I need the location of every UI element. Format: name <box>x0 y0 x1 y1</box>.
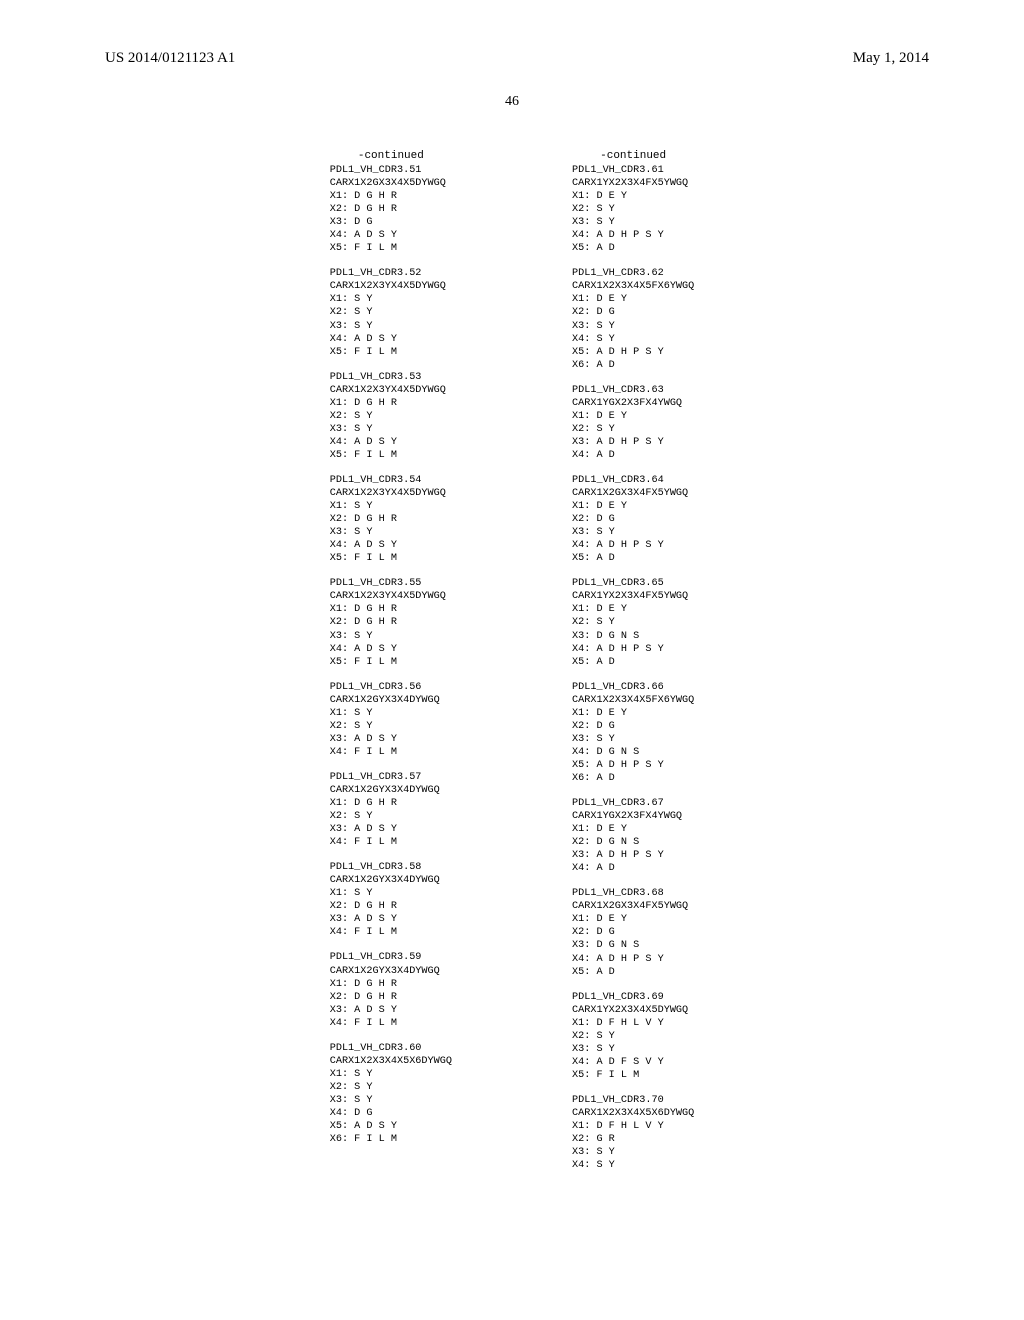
sequence-block: PDL1_VH_CDR3.52 CARX1X2X3YX4X5DYWGQ X1: … <box>330 267 452 358</box>
sequence-block: PDL1_VH_CDR3.53 CARX1X2X3YX4X5DYWGQ X1: … <box>330 371 452 462</box>
sequence-block: PDL1_VH_CDR3.58 CARX1X2GYX3X4DYWGQ X1: S… <box>330 861 452 939</box>
sequence-block: PDL1_VH_CDR3.66 CARX1X2X3X4X5FX6YWGQ X1:… <box>572 681 694 785</box>
sequence-block: PDL1_VH_CDR3.51 CARX1X2GX3X4X5DYWGQ X1: … <box>330 164 452 255</box>
sequence-block: PDL1_VH_CDR3.64 CARX1X2GX3X4FX5YWGQ X1: … <box>572 474 694 565</box>
sequence-block: PDL1_VH_CDR3.68 CARX1X2GX3X4FX5YWGQ X1: … <box>572 887 694 978</box>
sequence-block: PDL1_VH_CDR3.60 CARX1X2X3X4X5X6DYWGQ X1:… <box>330 1042 452 1146</box>
sequence-block: PDL1_VH_CDR3.67 CARX1YGX2X3FX4YWGQ X1: D… <box>572 797 694 875</box>
publication-date: May 1, 2014 <box>853 50 929 67</box>
sequence-block: PDL1_VH_CDR3.61 CARX1YX2X3X4FX5YWGQ X1: … <box>572 164 694 255</box>
sequence-block: PDL1_VH_CDR3.56 CARX1X2GYX3X4DYWGQ X1: S… <box>330 681 452 759</box>
right-column: -continued PDL1_VH_CDR3.61 CARX1YX2X3X4F… <box>572 150 694 1184</box>
sequence-block: PDL1_VH_CDR3.63 CARX1YGX2X3FX4YWGQ X1: D… <box>572 384 694 462</box>
sequence-block: PDL1_VH_CDR3.70 CARX1X2X3X4X5X6DYWGQ X1:… <box>572 1094 694 1172</box>
continued-label-right: -continued <box>572 150 694 162</box>
publication-number: US 2014/0121123 A1 <box>105 50 235 67</box>
continued-label-left: -continued <box>330 150 452 162</box>
page-header: US 2014/0121123 A1 May 1, 2014 <box>0 0 1024 67</box>
sequence-block: PDL1_VH_CDR3.57 CARX1X2GYX3X4DYWGQ X1: D… <box>330 771 452 849</box>
content-columns: -continued PDL1_VH_CDR3.51 CARX1X2GX3X4X… <box>0 150 1024 1184</box>
sequence-block: PDL1_VH_CDR3.59 CARX1X2GYX3X4DYWGQ X1: D… <box>330 951 452 1029</box>
page-number: 46 <box>0 94 1024 110</box>
sequence-block: PDL1_VH_CDR3.65 CARX1YX2X3X4FX5YWGQ X1: … <box>572 577 694 668</box>
sequence-block: PDL1_VH_CDR3.69 CARX1YX2X3X4X5DYWGQ X1: … <box>572 991 694 1082</box>
sequence-block: PDL1_VH_CDR3.55 CARX1X2X3YX4X5DYWGQ X1: … <box>330 577 452 668</box>
left-column: -continued PDL1_VH_CDR3.51 CARX1X2GX3X4X… <box>330 150 452 1184</box>
sequence-block: PDL1_VH_CDR3.54 CARX1X2X3YX4X5DYWGQ X1: … <box>330 474 452 565</box>
sequence-block: PDL1_VH_CDR3.62 CARX1X2X3X4X5FX6YWGQ X1:… <box>572 267 694 371</box>
